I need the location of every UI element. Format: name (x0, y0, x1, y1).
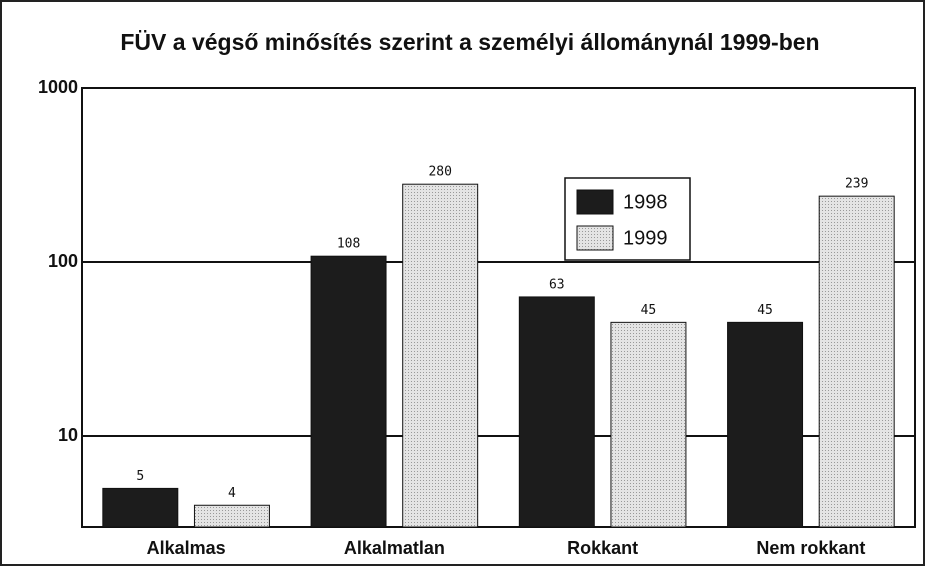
y-tick-label: 1000 (38, 77, 78, 97)
bar (193, 504, 270, 528)
value-label: 45 (641, 303, 657, 318)
x-tick-label: Alkalmas (147, 538, 226, 558)
bar (610, 321, 687, 528)
value-label: 45 (757, 303, 773, 318)
value-label: 239 (845, 177, 868, 192)
legend-swatch (576, 189, 614, 215)
chart-title: FÜV a végső minősítés szerint a személyi… (120, 29, 819, 55)
legend-swatch (576, 225, 614, 251)
bar (727, 321, 804, 528)
x-tick-label: Alkalmatlan (344, 538, 445, 558)
legend-label: 1998 (623, 191, 668, 213)
x-tick-label: Nem rokkant (756, 538, 865, 558)
bar (310, 255, 387, 528)
value-label: 63 (549, 277, 565, 292)
value-label: 280 (428, 165, 451, 180)
value-label: 5 (136, 469, 144, 484)
y-tick-label: 10 (58, 425, 78, 445)
bar (402, 183, 479, 528)
legend-label: 1999 (623, 227, 668, 249)
x-tick-label: Rokkant (567, 538, 638, 558)
value-label: 108 (337, 237, 360, 252)
y-tick-label: 100 (48, 251, 78, 271)
bar (818, 195, 895, 528)
bar (102, 487, 179, 528)
value-label: 4 (228, 486, 236, 501)
bar (518, 296, 595, 528)
